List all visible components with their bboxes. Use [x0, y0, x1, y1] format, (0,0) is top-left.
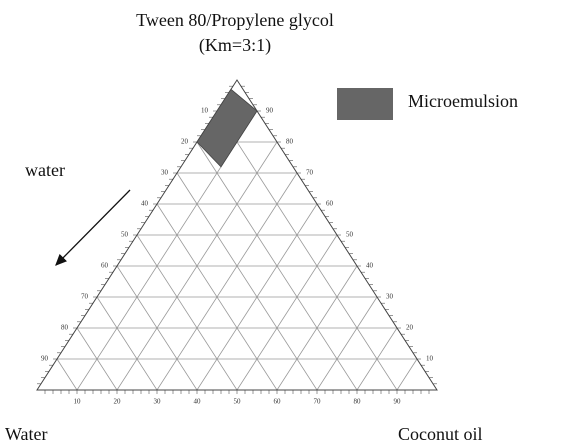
grid-line: [96, 296, 158, 391]
corner-label: Water: [5, 424, 48, 444]
legend-label: Microemulsion: [408, 91, 518, 111]
tick-label: 30: [161, 169, 169, 177]
annotation: water: [25, 160, 65, 180]
tick-label: 60: [326, 200, 334, 208]
tick-label: 20: [406, 324, 414, 332]
tick-label: 90: [394, 398, 402, 406]
grid-line: [156, 172, 298, 391]
grid-line: [216, 110, 398, 391]
tick-label: 50: [234, 398, 242, 406]
title-line: (Km=3:1): [199, 35, 271, 56]
grid-line: [136, 234, 238, 391]
tick-label: 60: [274, 398, 282, 406]
tick-label: 80: [354, 398, 362, 406]
tick-label: 10: [74, 398, 82, 406]
tick-label: 60: [101, 262, 109, 270]
tick-label: 50: [121, 231, 129, 239]
grid-line: [396, 358, 418, 391]
region: [196, 88, 258, 168]
tick-label: 70: [81, 293, 89, 301]
grid-line: [176, 172, 318, 391]
triangle: [36, 79, 438, 391]
legend-swatch: [337, 88, 393, 120]
grid-line: [316, 296, 378, 391]
arrow: [55, 189, 131, 266]
tick-label: 80: [61, 324, 69, 332]
tick-label: 90: [41, 355, 49, 363]
tick-label: 90: [266, 107, 274, 115]
grid-line: [236, 234, 338, 391]
tick-label: 10: [201, 107, 209, 115]
tick-label: 40: [194, 398, 202, 406]
corner-label: Coconut oil: [398, 424, 483, 444]
tick-label: 30: [386, 293, 394, 301]
tick-label: 70: [314, 398, 322, 406]
tick-label: 80: [286, 138, 294, 146]
tick-label: 50: [346, 231, 354, 239]
tick-label: 20: [181, 138, 189, 146]
tick-label: 70: [306, 169, 314, 177]
tick-label: 10: [426, 355, 434, 363]
tick-label: 20: [114, 398, 122, 406]
title-line: Tween 80/Propylene glycol: [136, 10, 334, 30]
tick-label: 40: [141, 200, 149, 208]
grid-line: [56, 358, 78, 391]
tick-label: 30: [154, 398, 162, 406]
tick-label: 40: [366, 262, 374, 270]
